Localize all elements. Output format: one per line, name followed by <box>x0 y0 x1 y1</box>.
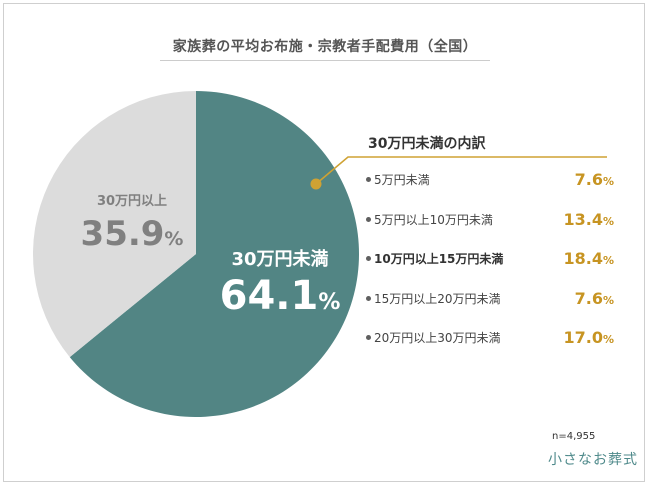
breakdown-value: 7.6 <box>574 288 603 308</box>
bullet-icon <box>366 256 371 262</box>
slice-label-under-30: 30万円未満 64.1% <box>200 248 360 327</box>
breakdown-value: 7.6 <box>574 170 603 190</box>
breakdown-list: 5万円未満 7.6% 5万円以上10万円未満 13.4% 10万円以上15万円未… <box>366 160 614 358</box>
bullet-icon <box>366 295 371 301</box>
slice-over-30-value: 35.9 <box>80 214 165 254</box>
breakdown-unit: % <box>602 333 614 347</box>
brand-logo: 小さなお葬式 <box>548 452 638 468</box>
breakdown-value-wrap: 18.4% <box>563 249 614 268</box>
chart-frame <box>3 3 645 482</box>
breakdown-value-wrap: 17.0% <box>563 328 614 347</box>
pie-slice-over-30 <box>33 91 196 358</box>
breakdown-value: 17.0 <box>563 328 603 348</box>
slice-under-30-value: 64.1 <box>219 273 319 319</box>
breakdown-unit: % <box>602 214 614 228</box>
breakdown-label: 5万円未満 <box>374 173 430 188</box>
breakdown-row-label-wrap: 10万円以上15万円未満 <box>366 250 503 267</box>
breakdown-value-wrap: 7.6% <box>575 170 614 189</box>
breakdown-row-label-wrap: 15万円以上20万円未満 <box>366 290 501 307</box>
slice-under-30-unit: % <box>318 290 341 315</box>
slice-over-30-unit: % <box>164 228 184 250</box>
breakdown-label: 20万円以上30万円未満 <box>374 331 501 346</box>
breakdown-row-label-wrap: 5万円未満 <box>366 171 430 188</box>
callout-dot <box>310 178 322 190</box>
callout-line <box>315 156 607 185</box>
breakdown-label: 10万円以上15万円未満 <box>374 252 504 267</box>
breakdown-row-label-wrap: 20万円以上30万円未満 <box>366 329 501 346</box>
breakdown-title: 30万円未満の内訳 <box>368 136 486 152</box>
breakdown-unit: % <box>602 293 614 307</box>
breakdown-value-wrap: 13.4% <box>563 210 614 229</box>
chart-title: 家族葬の平均お布施・宗教者手配費用（全国） <box>172 39 478 55</box>
slice-over-30-name: 30万円以上 <box>96 194 168 209</box>
bullet-icon <box>366 335 371 341</box>
slice-label-over-30: 30万円以上 35.9% <box>62 192 202 261</box>
bullet-icon <box>366 177 371 183</box>
slice-over-30-percent: 35.9% <box>62 212 202 261</box>
sample-size: n=4,955 <box>552 431 596 442</box>
breakdown-label: 15万円以上20万円未満 <box>374 291 501 306</box>
breakdown-value: 13.4 <box>563 209 603 229</box>
slice-under-30-percent: 64.1% <box>200 272 360 327</box>
breakdown-unit: % <box>602 175 614 189</box>
breakdown-row: 15万円以上20万円未満 7.6% <box>366 279 614 319</box>
title-underline <box>160 60 490 61</box>
breakdown-row: 20万円以上30万円未満 17.0% <box>366 318 614 358</box>
slice-under-30-name: 30万円未満 <box>231 249 329 270</box>
breakdown-unit: % <box>602 254 614 268</box>
breakdown-row: 5万円以上10万円未満 13.4% <box>366 200 614 240</box>
breakdown-label: 5万円以上10万円未満 <box>374 212 493 227</box>
breakdown-row-label-wrap: 5万円以上10万円未満 <box>366 211 493 228</box>
breakdown-row: 10万円以上15万円未満 18.4% <box>366 239 614 279</box>
bullet-icon <box>366 216 371 222</box>
breakdown-value: 18.4 <box>563 249 603 269</box>
breakdown-value-wrap: 7.6% <box>575 289 614 308</box>
pie-slice-under-30 <box>69 91 360 418</box>
breakdown-row: 5万円未満 7.6% <box>366 160 614 200</box>
